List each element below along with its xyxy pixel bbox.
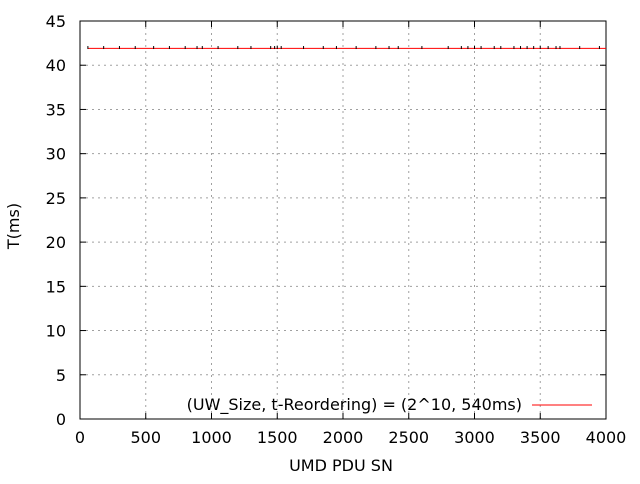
x-tick-label: 2000: [323, 428, 364, 447]
y-axis-label: T(ms): [4, 203, 23, 250]
y-tick-label: 15: [46, 277, 66, 296]
x-tick-label: 2500: [388, 428, 429, 447]
legend: (UW_Size, t-Reordering) = (2^10, 540ms): [187, 395, 592, 415]
x-tick-label: 4000: [586, 428, 627, 447]
y-tick-label: 20: [46, 233, 66, 252]
x-tick-label: 3000: [454, 428, 495, 447]
y-tick-label: 40: [46, 56, 66, 75]
axis-ticks: 0 500 1000 1500 2000 2500 3000 3500 4000 0 5 10 15 20…: [46, 12, 627, 447]
y-tick-label: 35: [46, 100, 66, 119]
y-tick-label: 0: [56, 410, 66, 429]
x-tick-label: 0: [75, 428, 85, 447]
y-tick-label: 10: [46, 322, 66, 341]
x-tick-label: 500: [130, 428, 161, 447]
y-tick-label: 5: [56, 366, 66, 385]
y-tick-label: 25: [46, 189, 66, 208]
x-tick-label: 3500: [520, 428, 561, 447]
x-axis-label: UMD PDU SN: [289, 456, 393, 475]
markers: [87, 46, 600, 50]
y-tick-label: 45: [46, 12, 66, 31]
y-tick-label: 30: [46, 145, 66, 164]
x-tick-label: 1000: [191, 428, 232, 447]
grid: [80, 21, 606, 419]
legend-label: (UW_Size, t-Reordering) = (2^10, 540ms): [187, 395, 522, 415]
x-tick-label: 1500: [257, 428, 298, 447]
